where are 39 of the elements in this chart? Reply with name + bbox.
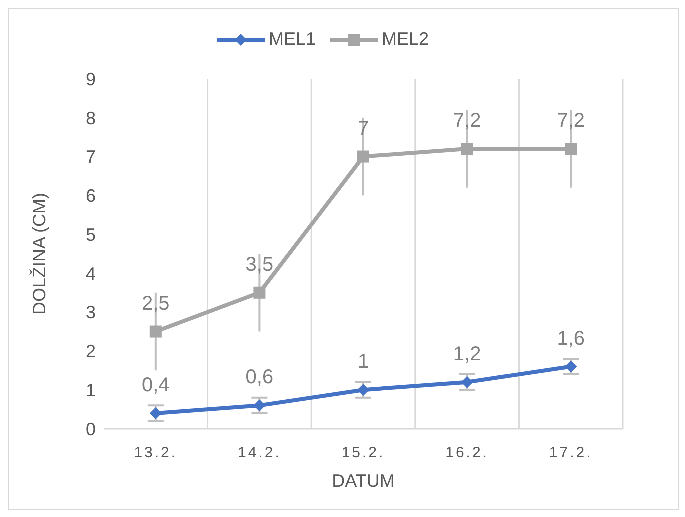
point: [358, 384, 370, 396]
y-tick-label: 6: [86, 186, 96, 206]
point: [254, 286, 266, 299]
data-label: 0,4: [142, 374, 170, 396]
data-label: 1: [358, 351, 370, 374]
data-label: 1,6: [557, 328, 586, 350]
x-tick-label: 16.2.: [446, 444, 489, 462]
y-axis-title: DOLŽINA (CM): [29, 192, 50, 316]
data-label: 1,2: [453, 343, 482, 366]
y-tick-label: 8: [86, 108, 96, 128]
point: [565, 360, 578, 373]
y-tick-label: 5: [86, 224, 96, 245]
point: [150, 326, 162, 338]
legend-label: MEL1: [268, 29, 316, 50]
data-label: 7,2: [453, 110, 482, 132]
x-tick-label: 14.2.: [238, 444, 282, 462]
data-label: 3,5: [246, 254, 274, 276]
y-tick-label: 3: [86, 302, 96, 323]
point: [461, 143, 474, 155]
data-label: 0,6: [246, 366, 274, 389]
y-tick-label: 0: [86, 419, 96, 440]
point: [461, 376, 474, 388]
x-tick-label: 15.2.: [342, 444, 386, 462]
point: [565, 143, 578, 155]
legend-label: MEL2: [381, 29, 430, 50]
y-tick-label: 2: [86, 342, 96, 362]
point: [150, 407, 162, 420]
x-tick-label: 13.2.: [134, 444, 178, 462]
x-tick-label: 17.2.: [549, 444, 593, 462]
y-tick-label: 1: [86, 380, 96, 400]
data-label: 7,2: [557, 110, 586, 132]
y-tick-label: 7: [86, 147, 96, 168]
point: [254, 400, 266, 412]
y-tick-label: 4: [86, 264, 96, 284]
point: [358, 150, 370, 163]
x-axis-title: DATUM: [332, 471, 395, 491]
data-label: 2,5: [142, 292, 170, 315]
y-tick-label: 9: [86, 69, 96, 90]
data-label: 7: [358, 118, 370, 140]
